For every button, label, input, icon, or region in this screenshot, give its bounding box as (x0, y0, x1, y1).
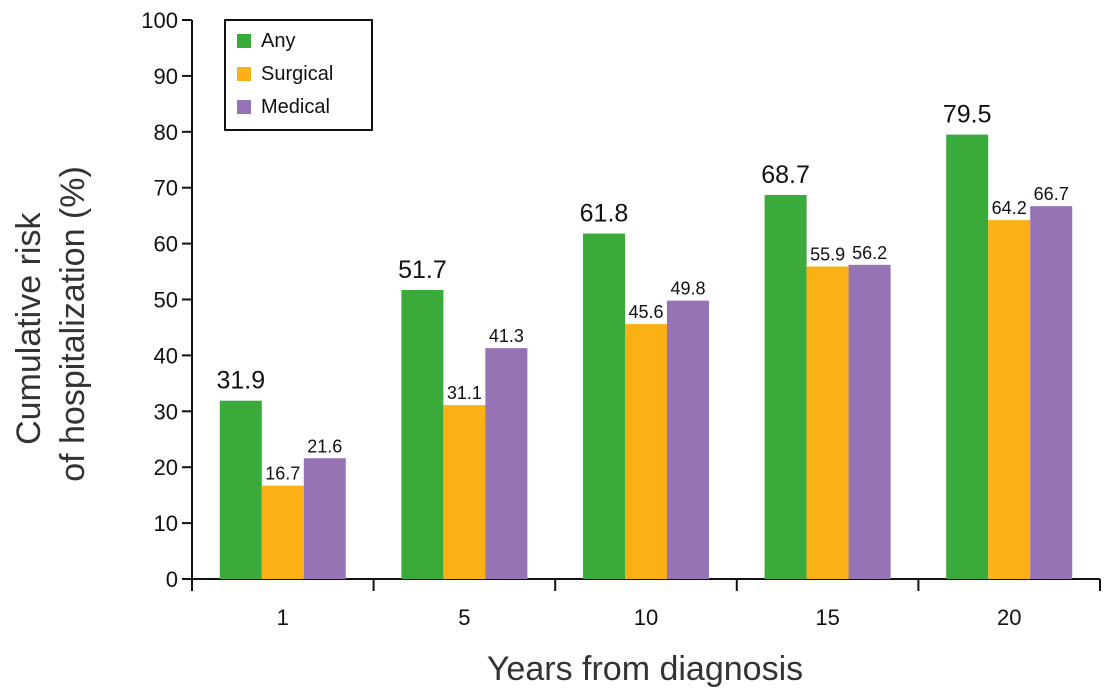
data-label-any-1: 31.9 (216, 367, 265, 395)
y-tick-label: 60 (154, 232, 178, 257)
bar-any-5 (401, 289, 444, 579)
bar-any-10 (583, 233, 625, 579)
y-tick-label: 40 (154, 343, 178, 368)
data-label-surgical-1: 16.7 (265, 464, 300, 484)
bar-surgical-15 (806, 266, 849, 579)
x-tick-label: 10 (634, 605, 658, 630)
legend-swatch-surgical (237, 67, 251, 81)
bar-medical-5 (485, 348, 528, 579)
data-label-any-10: 61.8 (580, 200, 629, 228)
bars (219, 134, 1073, 580)
x-axis-title: Years from diagnosis (487, 650, 803, 688)
y-axis-title: Cumulative risk of hospitalization (%) (10, 166, 92, 482)
bar-any-15 (764, 194, 807, 580)
bar-any-1 (219, 400, 262, 579)
data-label-medical-20: 66.7 (1034, 184, 1069, 204)
x-tick-label: 1 (277, 605, 289, 630)
x-tick-label: 5 (458, 605, 470, 630)
bar-surgical-5 (443, 405, 486, 579)
data-label-any-15: 68.7 (761, 161, 810, 189)
data-label-surgical-10: 45.6 (628, 302, 663, 322)
data-label-medical-15: 56.2 (852, 243, 887, 263)
data-label-surgical-20: 64.2 (992, 198, 1027, 218)
data-labels: 31.9 16.7 21.6 51.7 31.1 41.3 61.8 45.6 49.8 68.7… (216, 101, 1068, 484)
bar-medical-1 (303, 458, 346, 579)
data-label-surgical-5: 31.1 (447, 383, 482, 403)
data-label-medical-1: 21.6 (307, 436, 342, 456)
y-tick-label: 80 (154, 120, 178, 145)
y-tick-label: 90 (154, 64, 178, 89)
x-tick-label: 20 (997, 605, 1021, 630)
data-label-surgical-15: 55.9 (810, 245, 845, 265)
bar-surgical-10 (625, 324, 667, 579)
y-axis-title-line-1: Cumulative risk (10, 212, 48, 445)
y-tick-label: 100 (141, 8, 178, 33)
y-axis-title-line-2: of hospitalization (%) (54, 166, 92, 482)
legend-swatch-medical (237, 100, 251, 114)
legend: Any Surgical Medical (224, 19, 373, 131)
y-tick-label: 0 (166, 567, 178, 592)
data-label-any-5: 51.7 (398, 256, 447, 284)
y-tick-label: 20 (154, 455, 178, 480)
legend-label-medical: Medical (261, 96, 330, 118)
data-label-any-20: 79.5 (943, 101, 992, 129)
data-label-medical-5: 41.3 (489, 326, 524, 346)
bar-medical-15 (848, 264, 891, 579)
data-label-medical-10: 49.8 (670, 279, 705, 299)
bar-any-20 (946, 134, 989, 579)
x-tick-label: 15 (815, 605, 839, 630)
y-tick-label: 30 (154, 399, 178, 424)
bar-surgical-1 (261, 485, 304, 579)
bar-medical-20 (1030, 206, 1073, 579)
bar-medical-10 (667, 300, 709, 579)
y-tick-label: 10 (154, 511, 178, 536)
bar-surgical-20 (988, 220, 1031, 579)
legend-label-surgical: Surgical (261, 63, 333, 85)
legend-label-any: Any (261, 30, 295, 52)
y-tick-label: 50 (154, 288, 178, 313)
y-tick-label: 70 (154, 176, 178, 201)
legend-swatch-any (237, 34, 251, 48)
